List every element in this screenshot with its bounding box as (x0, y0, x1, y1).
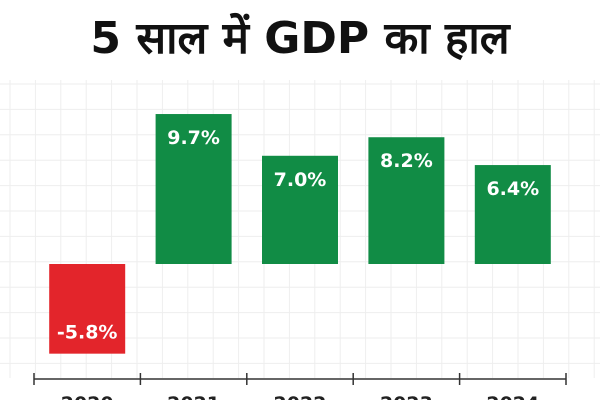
x-tick-label-2022: 2022 (274, 393, 327, 400)
x-axis-ticks (33, 373, 567, 385)
data-label-2024: 6.4% (486, 178, 539, 200)
bars-group (49, 114, 551, 354)
bar-2020 (49, 264, 126, 354)
x-tick-labels-group: 2020 2021 2022 2023 2024 (61, 393, 539, 400)
x-tick-label-2024: 2024 (486, 393, 539, 400)
data-label-2021: 9.7% (167, 127, 220, 149)
x-tick-label-2021: 2021 (167, 393, 220, 400)
bar-2023 (368, 137, 445, 264)
x-tick-label-2023: 2023 (380, 393, 433, 400)
data-label-2020: -5.8% (57, 322, 118, 344)
bar-2022 (262, 155, 338, 264)
data-labels-group: -5.8% 9.7% 7.0% 8.2% 6.4% (57, 127, 539, 344)
data-label-2023: 8.2% (380, 150, 433, 172)
data-label-2022: 7.0% (274, 169, 327, 191)
bar-2024 (474, 165, 551, 264)
x-tick-label-2020: 2020 (61, 393, 114, 400)
bar-2021 (155, 114, 232, 265)
chart-title: 5 साल में GDP का हाल (90, 13, 510, 64)
